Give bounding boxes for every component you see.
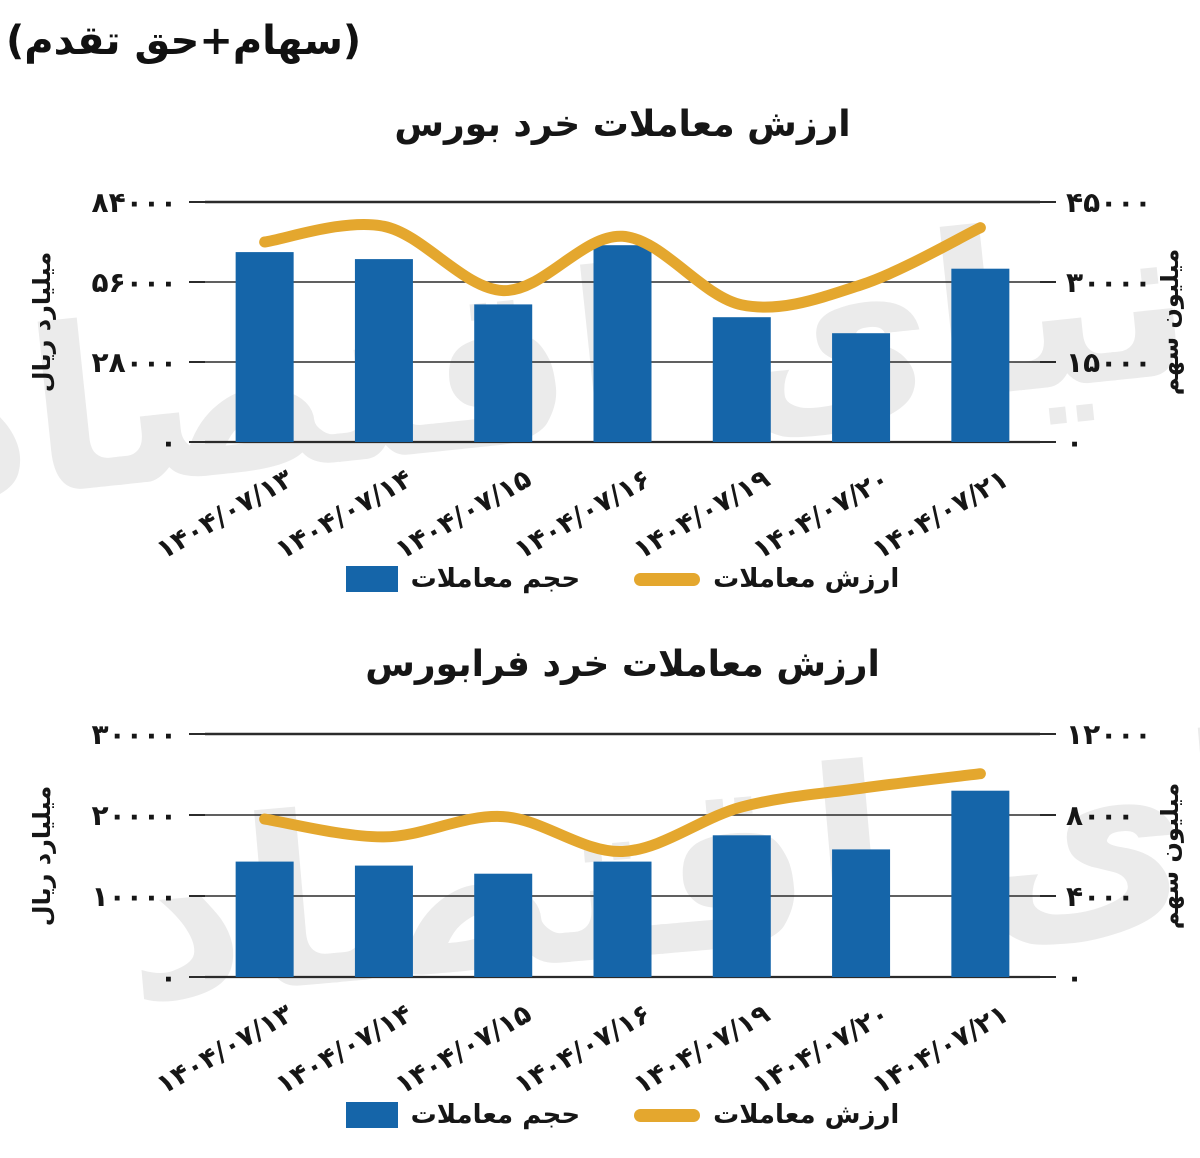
left-axis-tick-label: ۸۴۰۰۰ bbox=[92, 186, 177, 219]
left-axis-tick-label: ۰ bbox=[160, 426, 177, 459]
right-axis-tick-label: ۱۲۰۰۰ bbox=[1066, 718, 1151, 751]
legend-value-label: ارزش معاملات bbox=[713, 1100, 900, 1130]
value-line bbox=[259, 218, 986, 313]
volume-bar bbox=[593, 861, 652, 977]
legend-item-volume: حجم معاملات bbox=[345, 1100, 581, 1130]
legend-volume-label: حجم معاملات bbox=[410, 564, 581, 594]
volume-bar bbox=[951, 790, 1010, 977]
chart2-legend: حجم معاملات ارزش معاملات bbox=[205, 1100, 1040, 1130]
chart1-right-axis-title: میلیون سهم bbox=[1156, 248, 1184, 396]
volume-bar bbox=[832, 849, 891, 977]
x-axis-date-label: ۱۴۰۴/۰۷/۲۱ bbox=[867, 998, 1014, 1101]
left-axis-tick-label: ۳۰۰۰۰ bbox=[92, 718, 177, 751]
chart2-title: ارزش معاملات خرد فرابورس bbox=[365, 644, 880, 685]
value-line-swatch-icon bbox=[634, 572, 701, 586]
volume-bar bbox=[354, 259, 413, 442]
volume-bar bbox=[474, 304, 533, 442]
x-axis-date-label: ۱۴۰۴/۰۷/۱۵ bbox=[390, 998, 537, 1101]
right-axis-tick-label: ۰ bbox=[1066, 426, 1083, 459]
left-axis-tick-label: ۵۶۰۰۰ bbox=[92, 266, 177, 299]
volume-bar-swatch-icon bbox=[345, 1102, 398, 1128]
x-axis-date-label: ۱۴۰۴/۰۷/۱۶ bbox=[509, 998, 656, 1101]
legend-item-value: ارزش معاملات bbox=[634, 564, 899, 594]
x-axis-date-label: ۱۴۰۴/۰۷/۱۶ bbox=[509, 463, 656, 566]
volume-bar-swatch-icon bbox=[345, 566, 398, 592]
x-axis-date-label: ۱۴۰۴/۰۷/۲۰ bbox=[748, 463, 895, 566]
volume-bar bbox=[593, 245, 652, 442]
left-axis-tick-label: ۲۸۰۰۰ bbox=[92, 346, 177, 379]
volume-bar bbox=[712, 835, 771, 978]
right-axis-tick-label: ۳۰۰۰۰ bbox=[1066, 266, 1151, 299]
x-axis-date-label: ۱۴۰۴/۰۷/۲۰ bbox=[748, 998, 895, 1101]
legend-volume-label: حجم معاملات bbox=[410, 1100, 581, 1130]
chart2-left-axis-title: میلیارد ریال bbox=[28, 785, 56, 927]
legend-value-label: ارزش معاملات bbox=[713, 564, 900, 594]
volume-bar bbox=[354, 865, 413, 977]
legend-item-volume: حجم معاملات bbox=[345, 564, 581, 594]
left-axis-tick-label: ۱۰۰۰۰ bbox=[92, 880, 177, 913]
x-axis-date-label: ۱۴۰۴/۰۷/۱۹ bbox=[629, 998, 776, 1101]
volume-bar bbox=[712, 317, 771, 442]
header-note: (سهام+حق تقدم) bbox=[6, 18, 362, 64]
right-axis-tick-label: ۴۰۰۰ bbox=[1066, 880, 1134, 913]
x-axis-date-label: ۱۴۰۴/۰۷/۱۴ bbox=[271, 998, 418, 1101]
right-axis-tick-label: ۱۵۰۰۰ bbox=[1066, 346, 1151, 379]
chart1-title: ارزش معاملات خرد بورس bbox=[394, 104, 851, 145]
volume-bar bbox=[235, 861, 294, 977]
right-axis-tick-label: ۸۰۰۰ bbox=[1066, 799, 1134, 832]
chart2-right-axis-title: میلیون سهم bbox=[1156, 782, 1184, 930]
value-line bbox=[259, 768, 986, 858]
chart1-legend: حجم معاملات ارزش معاملات bbox=[205, 564, 1040, 594]
right-axis-tick-label: ۴۵۰۰۰ bbox=[1066, 186, 1151, 219]
volume-bar bbox=[474, 873, 533, 977]
left-axis-tick-label: ۲۰۰۰۰ bbox=[92, 799, 177, 832]
value-line-swatch-icon bbox=[634, 1108, 701, 1122]
x-axis-date-label: ۱۴۰۴/۰۷/۱۴ bbox=[271, 463, 418, 566]
x-axis-date-label: ۱۴۰۴/۰۷/۱۵ bbox=[390, 463, 537, 566]
legend-item-value: ارزش معاملات bbox=[634, 1100, 899, 1130]
volume-bar bbox=[832, 333, 891, 442]
volume-bar bbox=[235, 252, 294, 442]
chart1-left-axis-title: میلیارد ریال bbox=[28, 251, 56, 393]
x-axis-date-label: ۱۴۰۴/۰۷/۲۱ bbox=[867, 463, 1014, 566]
x-axis-date-label: ۱۴۰۴/۰۷/۱۹ bbox=[629, 463, 776, 566]
left-axis-tick-label: ۰ bbox=[160, 961, 177, 994]
volume-bar bbox=[951, 268, 1010, 442]
right-axis-tick-label: ۰ bbox=[1066, 961, 1083, 994]
